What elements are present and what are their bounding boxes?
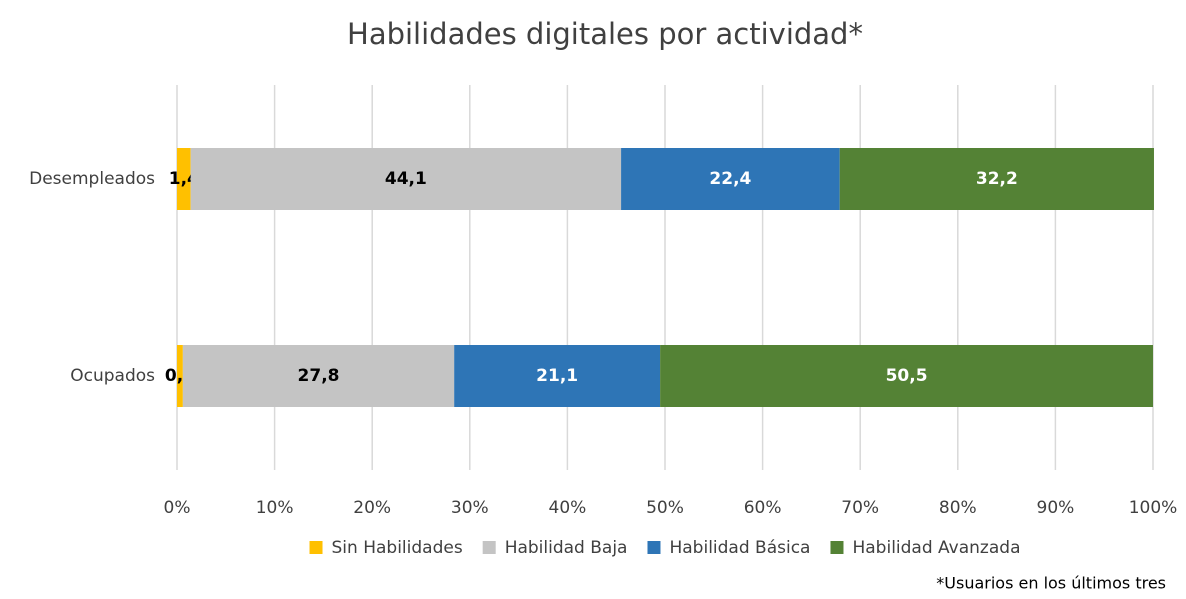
legend-swatch	[482, 541, 496, 554]
legend-label: Sin Habilidades	[332, 538, 463, 558]
data-label: 50,5	[886, 366, 928, 386]
x-tick-label: 0%	[164, 498, 191, 518]
data-label: 44,1	[385, 169, 427, 189]
bar-segment	[839, 148, 1154, 210]
bar-segment	[177, 345, 183, 407]
data-label: 22,4	[709, 169, 751, 189]
legend-swatch	[309, 541, 323, 554]
legend-label: Habilidad Básica	[669, 538, 810, 558]
bar-segment	[660, 345, 1153, 407]
x-tick-label: 80%	[939, 498, 977, 518]
bar-segment	[454, 345, 661, 407]
legend-swatch	[830, 541, 844, 554]
x-tick-label: 10%	[256, 498, 294, 518]
legend-label: Habilidad Avanzada	[852, 538, 1020, 558]
x-tick-label: 60%	[744, 498, 782, 518]
x-tick-label: 30%	[451, 498, 489, 518]
x-tick-label: 100%	[1129, 498, 1178, 518]
y-tick-label: Desempleados	[29, 169, 155, 189]
legend-label: Habilidad Baja	[505, 538, 628, 558]
bar-segment	[621, 148, 840, 210]
bar-segment	[190, 148, 622, 210]
y-tick-label: Ocupados	[70, 366, 155, 386]
data-label: 32,2	[976, 169, 1018, 189]
footnote: *Usuarios en los últimos tres	[936, 574, 1166, 593]
data-label: 27,8	[298, 366, 340, 386]
legend-swatch	[647, 541, 661, 554]
x-tick-label: 50%	[646, 498, 684, 518]
bar-segment	[177, 148, 191, 210]
chart-title: Habilidades digitales por actividad*	[347, 17, 863, 51]
data-label: 21,1	[536, 366, 578, 386]
bar-segment	[182, 345, 455, 407]
x-tick-label: 40%	[549, 498, 587, 518]
x-tick-label: 90%	[1037, 498, 1075, 518]
x-tick-label: 70%	[841, 498, 879, 518]
x-tick-label: 20%	[353, 498, 391, 518]
